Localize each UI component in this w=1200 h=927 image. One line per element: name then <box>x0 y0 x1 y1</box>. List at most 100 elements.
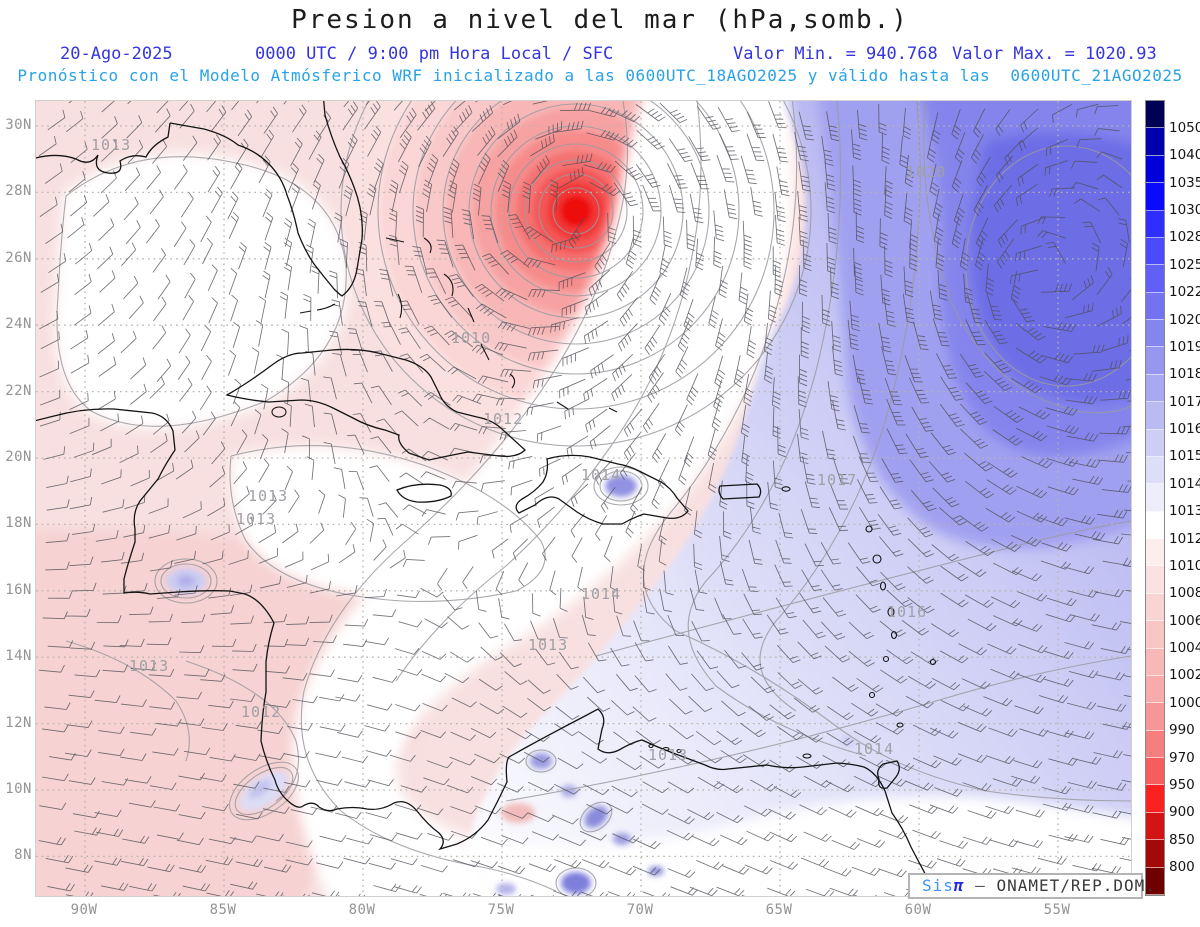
subtitle-row: 20-Ago-2025 0000 UTC / 9:00 pm Hora Loca… <box>0 44 1200 64</box>
min-value-label: Valor Min. = 940.768 <box>733 44 938 64</box>
legend-cell <box>1146 566 1164 594</box>
coast-gulf-us <box>36 122 171 174</box>
legend-tick-label: 1022 <box>1169 284 1200 301</box>
contour-label: 1013 <box>248 487 289 505</box>
legend-tick-label: 900 <box>1169 804 1195 821</box>
legend-tick-label: 1015 <box>1169 448 1200 465</box>
lat-label: 28N <box>5 183 32 200</box>
contour-label: 1013 <box>91 136 132 154</box>
lat-label: 10N <box>5 781 32 797</box>
legend-tick-label: 1013 <box>1169 503 1200 520</box>
legend-tick-label: 1025 <box>1169 256 1200 273</box>
coast-lesser-antilles <box>648 486 937 759</box>
legend-tick-label: 950 <box>1169 776 1195 793</box>
legend-tick-label: 1012 <box>1169 530 1200 547</box>
contour-label: 1013 <box>236 510 277 528</box>
legend-tick-label: 1020 <box>1169 311 1200 328</box>
lon-label: 65W <box>765 902 793 918</box>
legend-cell <box>1146 785 1164 813</box>
coast-cuba <box>225 348 526 461</box>
map-area: 1013 1020 1010 1012 1013 1013 1014 1017 1014 1016… <box>35 100 1132 897</box>
lon-label: 55W <box>1043 902 1071 918</box>
field-white-bottom <box>458 796 1131 896</box>
lat-label: 22N <box>5 382 32 399</box>
lon-label: 90W <box>70 902 98 918</box>
contour-label: 1010 <box>451 329 492 347</box>
legend-cell <box>1146 730 1164 758</box>
field-deepblue-core <box>970 133 1131 403</box>
legend-tick-label: 1014 <box>1169 475 1200 492</box>
legend-cell <box>1146 320 1164 348</box>
contour-label: 1020 <box>906 163 947 181</box>
lat-label: 12N <box>5 714 32 731</box>
legend-cell <box>1146 128 1164 156</box>
contour-label: 1014 <box>581 466 622 484</box>
legend-cell <box>1146 539 1164 567</box>
legend-cell <box>1146 840 1164 868</box>
legend-cell <box>1146 621 1164 649</box>
legend-cell <box>1146 812 1164 841</box>
legend-cell <box>1146 183 1164 211</box>
legend-cell <box>1146 265 1164 293</box>
max-value-label: Valor Max. = 1020.93 <box>952 44 1157 64</box>
legend-cell <box>1146 867 1164 895</box>
lon-label: 70W <box>626 902 654 918</box>
legend-tick-label: 1018 <box>1169 366 1200 383</box>
forecast-date: 20-Ago-2025 <box>60 44 173 64</box>
legend-cell <box>1146 758 1164 786</box>
legend-cell <box>1146 101 1164 129</box>
contour-label: 1013 <box>648 746 689 764</box>
legend-cell <box>1146 484 1164 512</box>
legend-tick-label: 800 <box>1169 859 1195 876</box>
model-info-line: Pronóstico con el Modelo Atmósferico WRF… <box>17 66 1183 85</box>
field-gulf-white <box>55 153 349 429</box>
legend-tick-label: 1000 <box>1169 694 1200 711</box>
legend-tick-label: 1017 <box>1169 393 1200 410</box>
lat-label: 26N <box>5 249 32 266</box>
wind-barbs <box>38 101 1131 896</box>
legend-tick-label: 1030 <box>1169 202 1200 219</box>
coastlines <box>36 101 938 896</box>
coast-hispaniola <box>515 454 689 525</box>
legend-cell <box>1146 429 1164 457</box>
coast-florida-keys <box>299 303 336 314</box>
lat-label: 24N <box>5 316 32 333</box>
legend-cell <box>1146 402 1164 430</box>
legend-tick-label: 970 <box>1169 749 1195 766</box>
lat-label: 8N <box>14 847 32 864</box>
legend-tick-label: 1035 <box>1169 174 1200 191</box>
legend-tick-label: 1050 <box>1169 119 1200 136</box>
contour-label: 1012 <box>241 703 282 721</box>
credit-pi: π <box>953 876 965 895</box>
page-title: Presion a nivel del mar (hPa,somb.) <box>291 5 909 35</box>
legend-tick-label: 850 <box>1169 831 1195 848</box>
legend-cell <box>1146 648 1164 676</box>
lon-label: 80W <box>348 902 376 918</box>
legend-tick-label: 1006 <box>1169 612 1200 629</box>
legend-tick-label: 1004 <box>1169 640 1200 657</box>
contour-label: 1017 <box>817 471 858 489</box>
credit-box: Sisπ – ONAMET/REP.DOM. <box>908 873 1155 899</box>
legend-cell <box>1146 347 1164 375</box>
local-pressure-blobs <box>166 475 854 895</box>
forecast-valid-time: 0000 UTC / 9:00 pm Hora Local / SFC <box>255 44 614 64</box>
credit-sis: Sis <box>922 876 954 895</box>
pressure-colorbar <box>1145 100 1165 896</box>
lat-label: 20N <box>5 449 32 465</box>
legend-cell <box>1146 210 1164 238</box>
legend-tick-label: 1010 <box>1169 557 1200 574</box>
coast-florida <box>169 101 363 297</box>
contour-label: 1013 <box>528 636 569 654</box>
legend-cell <box>1146 511 1164 539</box>
credit-dash: – <box>964 876 997 895</box>
coast-trinidad <box>877 760 900 789</box>
lon-label: 60W <box>904 902 932 918</box>
pressure-field-map <box>36 101 1131 896</box>
lat-label: 14N <box>5 648 32 665</box>
legend-cell <box>1146 292 1164 320</box>
legend-tick-label: 1008 <box>1169 585 1200 602</box>
lat-label: 16N <box>5 581 32 598</box>
lat-label: 18N <box>5 515 32 532</box>
contour-label: 1012 <box>483 410 524 428</box>
